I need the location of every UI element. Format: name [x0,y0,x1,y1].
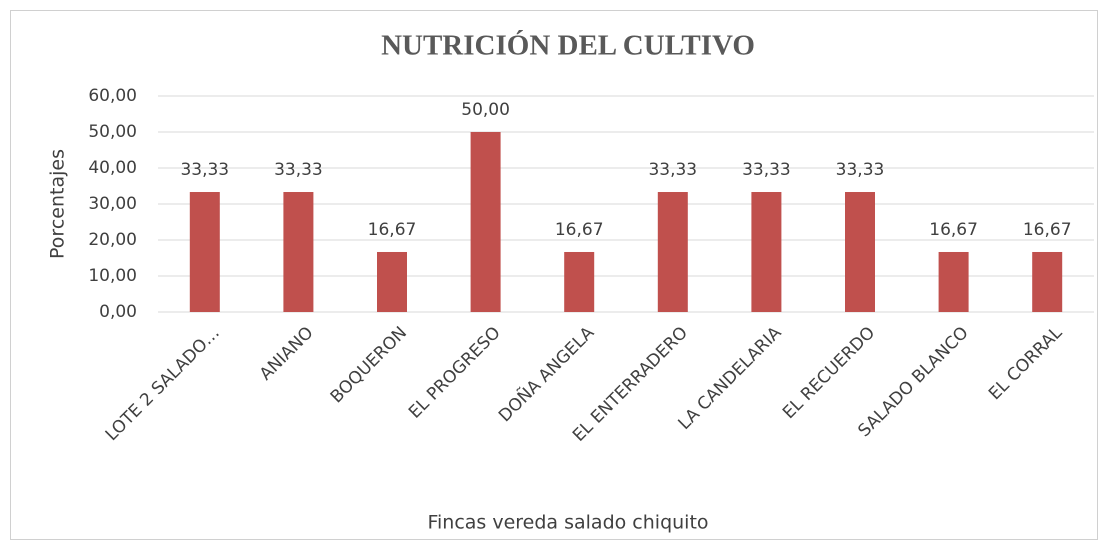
bar [657,192,688,312]
data-label: 33,33 [274,160,323,180]
bar [564,251,595,312]
data-label: 50,00 [461,100,510,120]
y-tick-label: 30,00 [88,194,137,214]
data-label: 33,33 [180,160,229,180]
y-tick-label: 40,00 [88,158,137,178]
y-tick-label: 20,00 [88,230,137,250]
y-tick-label: 10,00 [88,266,137,286]
bar [189,192,220,312]
data-label: 16,67 [368,220,417,240]
bar [845,192,875,312]
y-tick-label: 50,00 [88,122,137,142]
bar [1032,251,1063,312]
y-tick-label: 60,00 [88,86,137,106]
data-label: 33,33 [648,160,697,180]
bar [377,251,407,312]
data-label: 16,67 [1023,220,1072,240]
x-axis-title: Fincas vereda salado chiquito [427,512,708,534]
data-label: 33,33 [836,160,885,180]
bar [283,192,314,312]
bar [751,192,782,312]
data-label: 33,33 [742,160,791,180]
bar [938,251,969,312]
y-axis-title: Porcentajes [47,149,69,259]
chart-title: NUTRICIÓN DEL CULTIVO [381,29,755,62]
y-tick-label: 0,00 [99,302,137,322]
data-label: 16,67 [929,220,978,240]
chart-border [10,10,1098,540]
bar [470,132,501,312]
data-label: 16,67 [555,220,604,240]
